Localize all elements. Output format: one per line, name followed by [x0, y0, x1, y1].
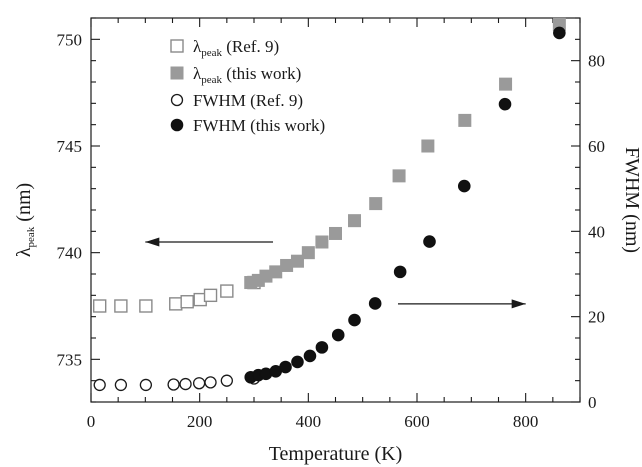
point-fwhm_ref9	[139, 378, 153, 392]
point-fwhm_this	[279, 360, 292, 374]
legend-label-lp-this-base: λ	[193, 64, 202, 83]
x-tick-label: 200	[187, 412, 213, 431]
point-lp_ref9	[203, 288, 218, 303]
point-lp_this	[301, 246, 315, 260]
y-left-tick-label: 745	[57, 137, 83, 156]
y-axis-left-title: λpeak (nm)	[13, 183, 37, 257]
point-lp_this	[290, 254, 304, 268]
point-lp_ref9	[220, 284, 234, 298]
y-left-tick-label: 750	[57, 30, 83, 49]
y-axis-right-title: FWHM (nm)	[621, 147, 642, 253]
x-axis-title: Temperature (K)	[269, 443, 403, 465]
y-axis-left-title-base: λ	[13, 247, 35, 257]
legend: λpeak (Ref. 9) λpeak (this work) FWHM (R…	[170, 37, 325, 135]
legend-label-lp-ref9-base: λ	[193, 37, 202, 56]
legend-marker-circle-open	[170, 93, 184, 107]
legend-label-lp-ref9-sub: peak	[201, 47, 222, 59]
ticks-group	[90, 17, 581, 403]
point-lp_ref9	[114, 299, 128, 313]
point-lp_ref9	[139, 299, 153, 313]
point-lp_this	[458, 113, 472, 127]
y-right-tick-label: 20	[588, 308, 605, 327]
plot-frame-group	[90, 17, 581, 403]
arrows-group	[145, 237, 526, 309]
y-axis-left-title-rest: (nm)	[13, 183, 35, 227]
legend-item-fwhm-this: FWHM (this work)	[170, 116, 325, 135]
x-tick-label: 400	[296, 412, 322, 431]
legend-marker-circle-filled	[170, 118, 184, 132]
x-tick-label: 800	[513, 412, 539, 431]
legend-label-fwhm-this: FWHM (this work)	[193, 116, 325, 135]
point-lp_this	[280, 258, 294, 272]
point-fwhm_this	[457, 179, 471, 193]
y-right-tick-label: 80	[588, 52, 605, 71]
point-fwhm_this	[291, 355, 304, 369]
y-left-tick-label: 735	[57, 350, 83, 369]
y-right-tick-label: 60	[588, 137, 605, 156]
point-lp_ref9	[92, 299, 107, 313]
point-lp_this	[315, 235, 329, 249]
point-fwhm_ref9	[220, 374, 233, 387]
point-lp_this	[329, 226, 342, 240]
point-lp_this	[392, 169, 406, 183]
point-fwhm_this	[303, 349, 317, 363]
point-fwhm_this	[315, 341, 329, 354]
legend-item-lp-this: λpeak (this work)	[170, 64, 301, 86]
point-fwhm_ref9	[204, 376, 217, 389]
legend-marker-square-open	[170, 39, 184, 53]
plot-frame	[90, 17, 581, 403]
y-right-tick-label: 40	[588, 222, 605, 241]
point-fwhm_this	[498, 97, 512, 111]
point-lp_ref9	[180, 295, 194, 309]
x-tick-label: 600	[404, 412, 430, 431]
legend-label-lp-this: λpeak (this work)	[193, 64, 301, 86]
point-fwhm_this	[348, 313, 361, 327]
point-lp_this	[421, 139, 435, 153]
legend-label-lp-this-rest: (this work)	[222, 64, 301, 83]
point-fwhm_this	[331, 328, 345, 342]
point-lp_this	[269, 265, 283, 279]
point-fwhm_ref9	[93, 378, 106, 392]
point-lp_ref9	[169, 297, 183, 311]
legend-marker-square-filled	[170, 66, 184, 80]
point-lp_this	[348, 214, 362, 228]
legend-label-fwhm-ref9: FWHM (Ref. 9)	[193, 91, 303, 110]
y-right-tick-label: 0	[588, 393, 597, 412]
point-fwhm_ref9	[179, 377, 192, 391]
arrow-right-head	[511, 299, 526, 309]
tick-labels-group: 0 200 400 600 800 735 740 745 750 0 20 40 60 80	[57, 30, 606, 431]
legend-item-lp-ref9: λpeak (Ref. 9)	[170, 37, 279, 59]
x-tick-label: 0	[87, 412, 96, 431]
point-fwhm_this	[553, 26, 566, 40]
point-fwhm_ref9	[167, 378, 180, 391]
point-fwhm_ref9	[192, 377, 206, 390]
point-fwhm_ref9	[114, 378, 128, 392]
point-fwhm_this	[423, 235, 436, 248]
y-axis-left-title-sub: peak	[25, 226, 37, 247]
data-points-group	[92, 17, 566, 392]
legend-label-lp-this-sub: peak	[201, 74, 222, 86]
point-lp_this	[499, 77, 513, 91]
legend-item-fwhm-ref9: FWHM (Ref. 9)	[170, 91, 303, 110]
legend-label-lp-ref9: λpeak (Ref. 9)	[193, 37, 279, 59]
y-left-tick-label: 740	[57, 244, 83, 263]
point-fwhm_this	[368, 297, 382, 310]
point-lp_this	[369, 197, 383, 211]
arrow-left-head	[145, 237, 160, 247]
point-fwhm_this	[393, 265, 407, 279]
legend-label-lp-ref9-rest: (Ref. 9)	[222, 37, 279, 56]
